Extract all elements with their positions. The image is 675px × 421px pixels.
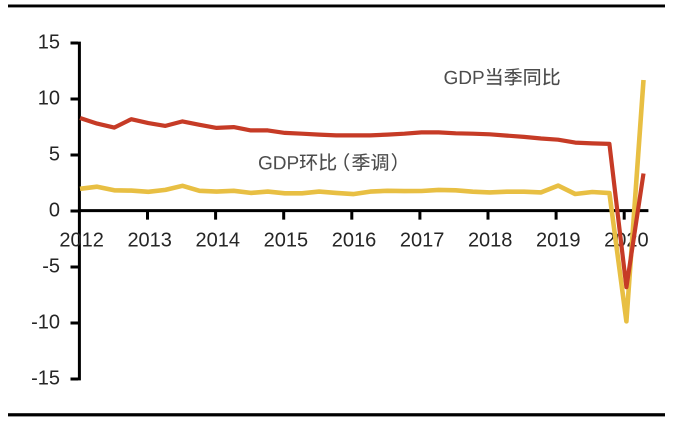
svg-text:2018: 2018	[468, 230, 513, 252]
svg-text:-10: -10	[31, 312, 60, 334]
svg-text:0: 0	[49, 200, 60, 222]
svg-text:2016: 2016	[332, 230, 377, 252]
svg-text:2017: 2017	[400, 230, 445, 252]
svg-text:2014: 2014	[196, 230, 241, 252]
svg-text:2020: 2020	[604, 230, 649, 252]
svg-text:5: 5	[49, 144, 60, 166]
svg-text:-15: -15	[31, 368, 60, 390]
svg-text:15: 15	[38, 32, 60, 54]
svg-text:10: 10	[38, 88, 60, 110]
svg-text:2019: 2019	[536, 230, 581, 252]
svg-text:2013: 2013	[127, 230, 172, 252]
svg-text:2015: 2015	[264, 230, 309, 252]
svg-text:2012: 2012	[59, 230, 104, 252]
svg-text:-5: -5	[42, 256, 60, 278]
